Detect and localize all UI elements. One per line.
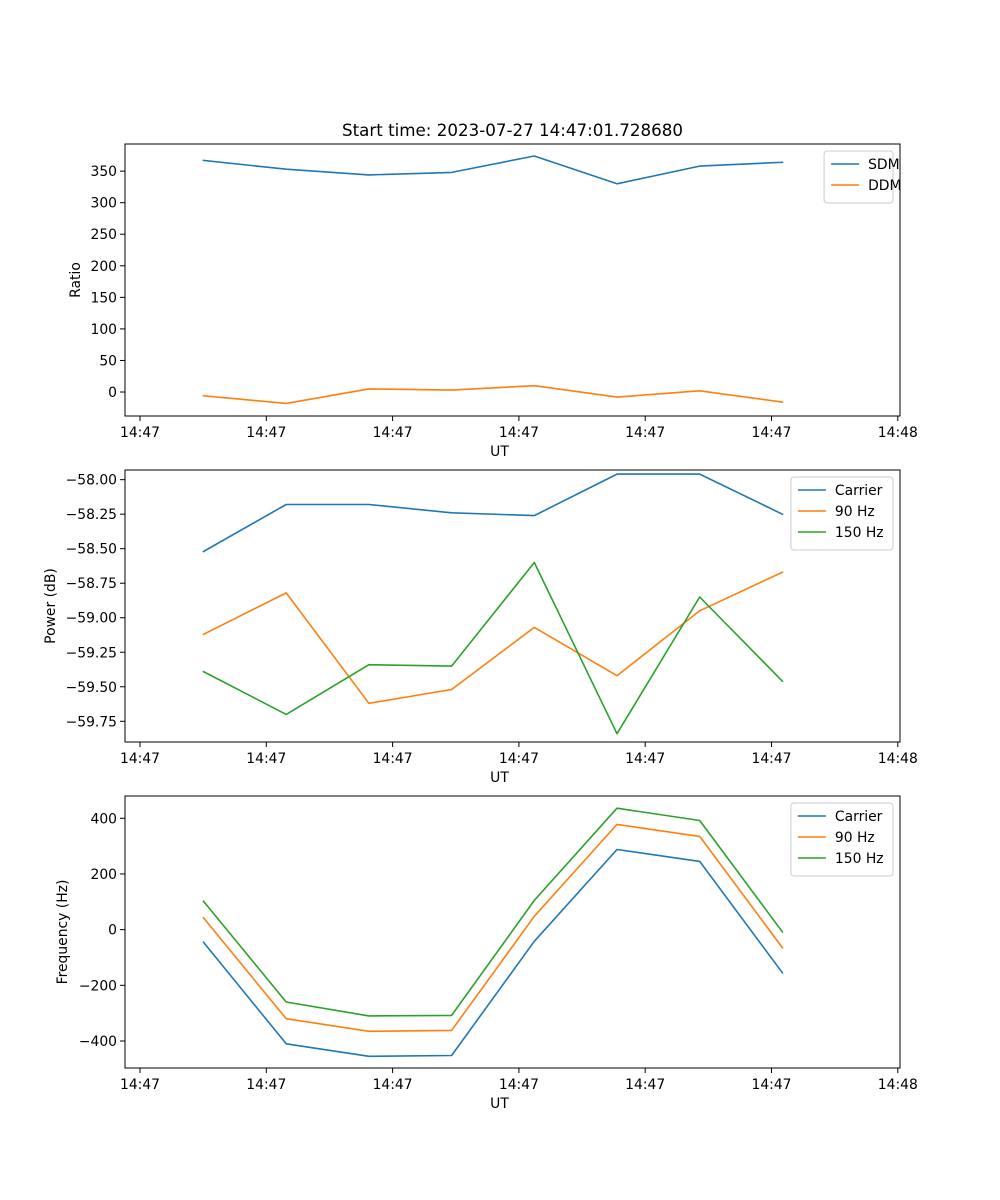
x-tick-label: 14:47	[751, 425, 791, 441]
x-tick-label: 14:48	[878, 1077, 918, 1093]
y-tick-label: −58.50	[66, 542, 117, 558]
x-tick-label: 14:48	[878, 751, 918, 767]
legend-label: 90 Hz	[835, 830, 875, 846]
legend-label: 90 Hz	[835, 504, 875, 520]
axes-frame	[124, 795, 901, 1069]
series-line-150-hz	[202, 561, 784, 735]
legend-label: Carrier	[835, 483, 883, 499]
y-tick-label: 350	[90, 164, 117, 180]
panel-ratio: 14:47 14:47 14:47 14:47 14:47 14:47 14:48 0 50 10…	[68, 143, 918, 460]
y-tick-label: 200	[90, 259, 117, 275]
x-tick-label: 14:47	[120, 751, 160, 767]
series-line-carrier	[202, 848, 784, 1058]
x-tick-label: 14:47	[751, 751, 791, 767]
x-tick-label: 14:47	[625, 1077, 665, 1093]
y-tick-label: −200	[79, 978, 117, 994]
y-tick-label: 150	[90, 290, 117, 306]
series-line-90-hz	[202, 571, 784, 705]
x-tick-label: 14:48	[878, 425, 918, 441]
series-line-sdm	[202, 155, 784, 185]
legend: SDM DDM	[823, 150, 901, 204]
y-tick-label: 0	[108, 385, 117, 401]
panel-power: 14:47 14:47 14:47 14:47 14:47 14:47 14:48 −59.7…	[43, 469, 918, 786]
y-tick-label: −59.50	[66, 680, 117, 696]
legend-label: Carrier	[835, 809, 883, 825]
y-tick-label: 0	[108, 923, 117, 939]
axes-frame	[124, 143, 901, 417]
x-tick-label: 14:47	[751, 1077, 791, 1093]
x-tick-label: 14:47	[625, 751, 665, 767]
x-tick-label: 14:47	[120, 425, 160, 441]
x-tick-label: 14:47	[246, 751, 286, 767]
legend: Carrier 90 Hz 150 Hz	[790, 802, 894, 877]
panel-frequency: 14:47 14:47 14:47 14:47 14:47 14:47 14:48 −400 −…	[55, 795, 918, 1112]
x-tick-label: 14:47	[499, 1077, 539, 1093]
legend-label: DDM	[868, 178, 901, 194]
series-line-ddm	[202, 384, 784, 405]
y-tick-label: 400	[90, 811, 117, 827]
y-tick-label: 100	[90, 322, 117, 338]
y-tick-label: −58.00	[66, 473, 117, 489]
x-tick-label: 14:47	[120, 1077, 160, 1093]
legend-label: 150 Hz	[835, 525, 884, 541]
y-tick-label: −400	[79, 1034, 117, 1050]
x-axis-label: UT	[490, 770, 509, 786]
axes-frame	[124, 469, 901, 743]
y-tick-label: 200	[90, 867, 117, 883]
y-tick-label: −59.25	[66, 645, 117, 661]
series-line-90-hz	[202, 823, 784, 1033]
y-tick-label: −58.25	[66, 507, 117, 523]
series-line-150-hz	[202, 807, 784, 1017]
legend: Carrier 90 Hz 150 Hz	[790, 476, 894, 551]
x-tick-label: 14:47	[373, 425, 413, 441]
x-axis-label: UT	[490, 444, 509, 460]
x-tick-label: 14:47	[373, 1077, 413, 1093]
chart-title: Start time: 2023-07-27 14:47:01.728680	[342, 120, 683, 140]
x-tick-label: 14:47	[625, 425, 665, 441]
y-axis-label: Ratio	[68, 262, 84, 298]
y-axis-label: Frequency (Hz)	[55, 880, 71, 985]
x-tick-label: 14:47	[246, 1077, 286, 1093]
y-tick-label: 50	[99, 353, 117, 369]
x-tick-label: 14:47	[499, 751, 539, 767]
y-tick-label: −59.00	[66, 611, 117, 627]
x-tick-label: 14:47	[499, 425, 539, 441]
y-tick-label: 300	[90, 196, 117, 212]
legend-label: SDM	[868, 157, 900, 173]
series-line-carrier	[202, 473, 784, 553]
x-tick-label: 14:47	[246, 425, 286, 441]
y-tick-label: −59.75	[66, 714, 117, 730]
x-axis-label: UT	[490, 1096, 509, 1112]
legend-label: 150 Hz	[835, 851, 884, 867]
y-axis-label: Power (dB)	[43, 568, 59, 644]
x-tick-label: 14:47	[373, 751, 413, 767]
y-tick-label: 250	[90, 227, 117, 243]
y-tick-label: −58.75	[66, 576, 117, 592]
